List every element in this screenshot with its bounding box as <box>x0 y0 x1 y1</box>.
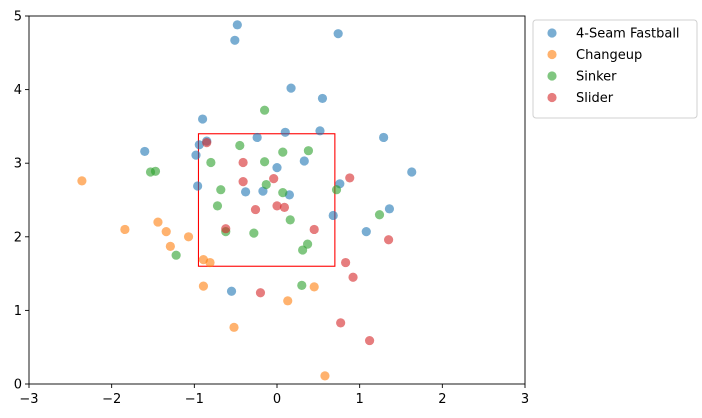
data-point <box>232 20 242 30</box>
data-point <box>320 371 330 381</box>
data-point <box>285 215 295 225</box>
data-point <box>260 157 270 167</box>
data-point <box>317 93 328 104</box>
data-point <box>384 235 394 245</box>
series-slider <box>202 137 394 346</box>
data-point <box>336 318 346 328</box>
data-point <box>202 137 212 148</box>
data-point <box>297 280 307 290</box>
series-changeup <box>77 176 330 381</box>
data-point <box>286 83 296 93</box>
y-tick-label: 4 <box>14 83 22 98</box>
data-point <box>303 146 314 156</box>
data-point <box>226 286 237 296</box>
data-point <box>379 132 389 143</box>
x-tick-label: 2 <box>438 392 446 407</box>
data-point <box>238 177 248 187</box>
data-point <box>384 204 395 214</box>
data-point <box>407 167 417 177</box>
y-tick-label: 0 <box>14 378 22 393</box>
data-point <box>198 281 209 291</box>
data-point <box>272 201 282 211</box>
data-point <box>191 150 201 160</box>
data-point <box>298 245 308 255</box>
x-tick-label: 0 <box>273 392 281 407</box>
data-point <box>193 181 203 191</box>
data-point <box>198 114 208 124</box>
data-point <box>120 224 130 235</box>
legend-label: Changeup <box>576 48 642 63</box>
legend-marker <box>547 49 557 60</box>
x-tick-label: −2 <box>102 392 121 407</box>
data-point <box>206 157 216 168</box>
series-4-seam-fastball <box>140 20 417 296</box>
legend-marker <box>547 28 557 38</box>
data-point <box>315 126 325 136</box>
data-point <box>279 202 290 212</box>
data-point <box>309 224 319 235</box>
data-point <box>229 322 239 332</box>
data-point <box>255 288 266 298</box>
data-point <box>345 173 355 183</box>
data-point <box>250 204 261 215</box>
data-point <box>278 147 288 157</box>
data-point <box>261 179 271 190</box>
data-point <box>240 187 251 197</box>
data-point <box>252 132 262 143</box>
data-point <box>77 176 87 186</box>
data-point <box>161 227 171 237</box>
data-point <box>283 296 293 306</box>
data-point <box>348 272 358 282</box>
data-point <box>299 156 309 166</box>
x-tick-label: 3 <box>521 392 529 407</box>
data-point <box>328 210 338 221</box>
data-point <box>230 35 240 45</box>
x-tick-label: 1 <box>356 392 364 407</box>
data-point <box>221 224 231 234</box>
legend-box <box>532 19 698 119</box>
legend-marker <box>547 71 557 81</box>
x-tick-label: −1 <box>185 392 204 407</box>
data-point <box>260 105 270 115</box>
strike-zone-box <box>197 133 336 267</box>
data-point <box>278 188 288 198</box>
data-point <box>280 127 290 137</box>
data-point <box>235 140 245 151</box>
data-point <box>150 166 161 176</box>
x-tick-label: −3 <box>19 392 38 407</box>
data-point <box>269 174 279 184</box>
data-point <box>331 185 342 195</box>
data-point <box>140 146 150 157</box>
legend-marker <box>547 92 557 103</box>
data-point <box>212 201 223 211</box>
data-point <box>374 210 385 220</box>
legend-label: Sinker <box>576 70 617 85</box>
data-point <box>153 217 163 227</box>
axes-layer: −3 −2 −1 0 1 2 3 0 1 2 3 4 5 <box>14 10 529 408</box>
data-point <box>333 29 343 39</box>
data-point <box>238 157 248 168</box>
legend-label: Slider <box>576 91 614 106</box>
data-point <box>165 241 175 251</box>
data-point <box>341 257 351 268</box>
legend: 4-Seam Fastball Changeup Sinker Slider <box>532 19 698 119</box>
data-point <box>364 335 375 346</box>
y-tick-label: 3 <box>14 157 22 172</box>
data-point <box>205 257 215 268</box>
strike-zone-layer <box>197 133 336 267</box>
y-tick-label: 1 <box>14 304 22 319</box>
data-point <box>309 282 319 292</box>
data-point <box>194 140 204 150</box>
y-tick-label: 2 <box>14 230 22 245</box>
legend-label: 4-Seam Fastball <box>576 27 680 42</box>
data-point <box>183 232 194 242</box>
data-point <box>361 227 371 237</box>
data-point <box>272 163 282 173</box>
y-tick-label: 5 <box>14 10 22 25</box>
data-point <box>249 228 259 238</box>
data-point <box>171 250 181 260</box>
data-point <box>216 185 226 195</box>
points-layer <box>77 20 417 381</box>
